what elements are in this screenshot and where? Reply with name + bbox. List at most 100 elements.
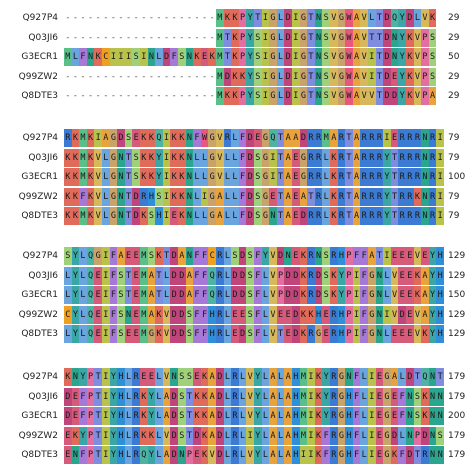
residue-cell: R xyxy=(375,187,384,206)
residue-cell: V xyxy=(162,325,171,343)
residue-cell: R xyxy=(307,148,315,167)
residue-cell: P xyxy=(185,446,194,464)
residue-end-position: 150 xyxy=(448,290,466,300)
residue-end-position: 50 xyxy=(448,52,460,62)
residue-cell: F xyxy=(238,129,247,147)
residue-cell: D xyxy=(216,387,224,406)
residue-cell: H xyxy=(314,305,323,324)
residue-cell: E xyxy=(390,387,399,406)
residue-cell: G xyxy=(299,148,308,167)
residue-cell: R xyxy=(368,148,376,167)
residue-end-position: 79 xyxy=(448,133,460,143)
residue-cell: K xyxy=(231,87,239,105)
residue-cell: L xyxy=(223,247,232,265)
residue-cell: D xyxy=(276,247,285,265)
residue-cell: R xyxy=(428,168,437,186)
gap-cell: - xyxy=(110,32,116,43)
residue-cell: K xyxy=(86,148,95,167)
gap-cell: - xyxy=(209,91,215,101)
residue-cell: E xyxy=(193,368,201,386)
residue-cell: N xyxy=(406,387,414,406)
residue-cell: N xyxy=(185,187,194,206)
residue-cell: L xyxy=(200,148,209,167)
residue-cell: V xyxy=(413,48,422,66)
residue-cell: V xyxy=(216,129,224,147)
residue-cell: F xyxy=(238,168,247,186)
residue-cell: H xyxy=(345,387,353,406)
residue-cell: S xyxy=(254,168,262,186)
residue-cell: A xyxy=(208,387,216,406)
residue-cell: R xyxy=(330,325,338,343)
residue-cell: I xyxy=(383,305,391,324)
residue-cell: I xyxy=(352,286,361,304)
residue-cell: L xyxy=(238,426,247,445)
residue-cell: K xyxy=(155,325,163,343)
residue-cell: F xyxy=(193,129,201,147)
residue-cell: I xyxy=(261,87,270,105)
residue-cell: Y xyxy=(71,247,80,265)
gap-cell: - xyxy=(110,91,116,101)
residue-cell: V xyxy=(246,368,254,386)
residue-cell: V xyxy=(368,87,376,105)
residue-cell: K xyxy=(314,426,323,445)
residue-cell: Y xyxy=(428,247,437,265)
residue-cell: S xyxy=(147,207,156,225)
residue-cell: E xyxy=(132,266,140,285)
residue-cell: T xyxy=(124,187,133,206)
residue-cell: V xyxy=(330,9,338,27)
residue-cell: S xyxy=(322,28,330,47)
gap-cell: - xyxy=(156,71,162,82)
residue-cell: Y xyxy=(383,168,391,186)
residue-cell: Y xyxy=(398,67,406,86)
residue-cell: H xyxy=(436,286,444,304)
residue-cell: F xyxy=(238,187,247,206)
residue-cell: E xyxy=(170,207,178,225)
residue-cell: K xyxy=(200,426,209,445)
residue-cell: F xyxy=(352,368,361,386)
residue-cell: E xyxy=(132,305,140,324)
residue-cell: L xyxy=(383,266,391,285)
gap-cell: - xyxy=(194,71,200,82)
residue-cell: R xyxy=(132,368,140,386)
residue-cell: K xyxy=(64,207,72,225)
residue-cell: G xyxy=(337,28,346,47)
residue-cell: Y xyxy=(261,247,270,265)
residue-cell: H xyxy=(292,446,300,464)
gap-cell: - xyxy=(171,91,177,101)
residue-cell: P xyxy=(238,28,247,47)
residue-cell: E xyxy=(292,207,300,225)
residue-cell: D xyxy=(238,286,247,304)
residue-cell: L xyxy=(223,426,232,445)
residue-cell: T xyxy=(155,286,163,304)
residue-cell: E xyxy=(231,325,239,343)
residue-cell: L xyxy=(231,187,239,206)
residue-cell: D xyxy=(223,67,232,86)
residue-cell: F xyxy=(254,286,262,304)
residue-cell: L xyxy=(231,207,239,225)
residue-cell: K xyxy=(200,407,209,425)
residue-cell: Q xyxy=(155,129,163,147)
residue-cell: L xyxy=(368,9,376,27)
residue-cell: L xyxy=(162,286,171,304)
residue-cell: A xyxy=(284,187,292,206)
gap-cell: - xyxy=(186,91,192,101)
residue-cell: Y xyxy=(147,446,156,464)
residue-cell: S xyxy=(246,286,254,304)
residue-cell: A xyxy=(352,148,361,167)
residue-cell: M xyxy=(216,48,224,66)
residue-cell: A xyxy=(352,9,361,27)
residue-cell: G xyxy=(208,148,216,167)
residue-cell: C xyxy=(208,247,216,265)
residue-cell: A xyxy=(352,28,361,47)
residue-cell: T xyxy=(345,168,353,186)
residue-cell: R xyxy=(307,207,315,225)
residue-cell: L xyxy=(223,387,232,406)
residue-cell: Y xyxy=(398,87,406,105)
residue-cell: L xyxy=(360,387,368,406)
residue-cell: D xyxy=(246,129,254,147)
residue-cell: D xyxy=(284,9,292,27)
residue-cell: A xyxy=(390,368,399,386)
residue-cell: Y xyxy=(109,426,118,445)
residue-cell: K xyxy=(178,187,186,206)
